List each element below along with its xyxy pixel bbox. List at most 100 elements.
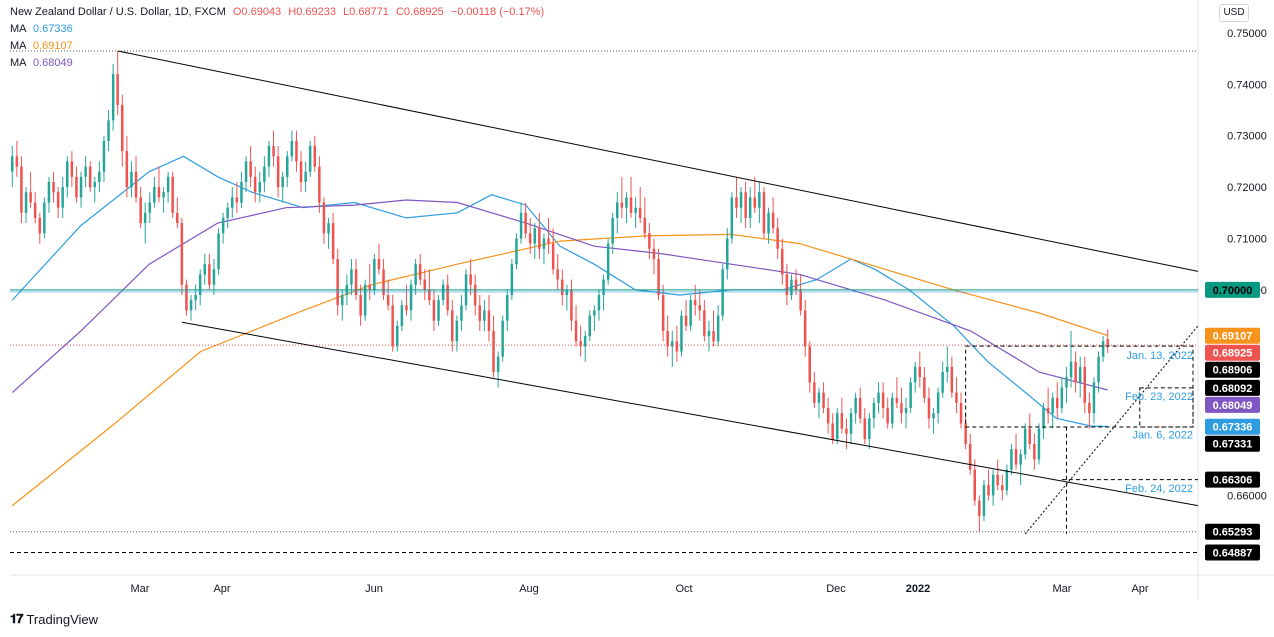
candle-body (20, 166, 23, 213)
y-tick-label: 0.66000 (1227, 490, 1267, 502)
candle-body (1014, 449, 1018, 465)
candle-body (918, 366, 921, 378)
candle-body (451, 310, 454, 342)
candle-body (762, 192, 766, 234)
candle-body (923, 377, 926, 398)
x-tick-label: Jun (365, 583, 383, 595)
candle-body (946, 366, 949, 372)
candle-body (597, 295, 601, 311)
candle-body (386, 295, 390, 306)
ma3-legend[interactable]: MA 0.68049 (10, 55, 73, 71)
candle-body (790, 279, 793, 295)
price-label-text: 0.70000 (1213, 285, 1253, 297)
price-axis[interactable]: 0.75000 0.74000 0.73000 0.72000 0.71000 0.700… (1205, 28, 1267, 561)
close-value: C0.68925 (395, 6, 444, 18)
channel-upper-line (117, 50, 1199, 272)
candle-body (350, 269, 353, 285)
change-value: −0.00118 (−0.17%) (450, 6, 545, 18)
candle-body (231, 197, 234, 208)
channel-lower-line (181, 321, 1199, 507)
candle-body (84, 166, 87, 177)
price-label-text: 0.69107 (1213, 331, 1253, 343)
candle-body (354, 269, 358, 295)
candle-body (1060, 387, 1064, 409)
symbol-title[interactable]: New Zealand Dollar / U.S. Dollar, 1D, FX… (10, 6, 226, 18)
price-label-text: 0.68092 (1213, 383, 1253, 395)
candle-body (675, 341, 679, 352)
candle-body (716, 315, 720, 342)
candle-body (785, 274, 789, 295)
y-tick-label: 0.75000 (1227, 28, 1267, 40)
candle-body (235, 197, 239, 203)
price-label-bg (1205, 379, 1260, 396)
y-tick-label: 0.71000 (1227, 233, 1267, 245)
candle-body (813, 382, 816, 403)
y-tick-label: 0.72000 (1227, 182, 1267, 194)
date-label: Feb. 24, 2022 (1125, 483, 1193, 495)
candle-body (909, 382, 912, 408)
time-axis[interactable]: Mar Apr Jun Aug Oct Dec 2022 Mar Apr (131, 583, 1149, 595)
x-tick-label: Oct (675, 583, 692, 595)
candle-body (533, 228, 536, 244)
x-tick-label: Mar (1053, 583, 1072, 595)
candle-body (38, 217, 41, 234)
candle-body (341, 295, 344, 306)
candle-body (368, 284, 371, 290)
candle-body (836, 413, 839, 439)
candle-body (538, 228, 541, 249)
price-label-bg (1205, 523, 1260, 540)
candle-body (66, 161, 69, 188)
candle-body (501, 320, 504, 357)
ma2-legend[interactable]: MA 0.69107 (10, 38, 73, 54)
candle-body (121, 104, 124, 152)
candle-body (1056, 397, 1059, 409)
candle-body (588, 315, 591, 337)
candle-body (707, 331, 711, 337)
x-tick-label: Apr (1131, 583, 1148, 595)
ma-line-1 (11, 155, 1108, 428)
price-label-text: 0.68906 (1213, 365, 1253, 377)
candle-body (739, 192, 743, 208)
candle-body (863, 418, 866, 439)
candle-body (524, 212, 527, 234)
candle-body (973, 469, 976, 501)
candle-body (88, 166, 92, 188)
x-tick-label: Dec (826, 583, 846, 595)
candle-body (469, 274, 472, 285)
candle-body (29, 192, 32, 203)
candle-body (487, 310, 491, 331)
candle-body (308, 146, 312, 172)
open-value: O0.69043 (232, 6, 282, 18)
price-label-bg (1205, 418, 1260, 435)
candle-body (359, 295, 362, 316)
candle-body (24, 192, 28, 213)
candle-body (803, 310, 807, 347)
currency-button[interactable]: USD (1219, 4, 1249, 22)
candle-body (276, 156, 280, 188)
candle-body (602, 279, 605, 295)
tradingview-logo[interactable]: 𝟏𝟕 TradingView (10, 610, 98, 628)
candle-body (528, 233, 532, 244)
candle-body (377, 259, 381, 270)
price-label-bg (1205, 327, 1260, 344)
candle-body (267, 146, 271, 167)
x-tick-label: Apr (213, 583, 230, 595)
ma1-legend[interactable]: MA 0.67336 (10, 21, 73, 37)
candle-body (166, 176, 170, 193)
candle-body (561, 279, 564, 295)
candle-body (1088, 402, 1091, 414)
candle-body (955, 392, 958, 403)
chart-legend-header: New Zealand Dollar / U.S. Dollar, 1D, FX… (10, 4, 544, 20)
candle-body (446, 284, 449, 311)
candle-body (322, 202, 326, 234)
price-label-bg (1205, 396, 1260, 413)
price-label-bg (1205, 471, 1260, 488)
candle-body (1092, 382, 1096, 414)
candle-body (872, 402, 876, 419)
candle-body (822, 392, 825, 408)
candle-body (849, 413, 853, 434)
candle-body (176, 212, 179, 224)
candle-body (767, 212, 770, 234)
candle-body (185, 284, 188, 311)
